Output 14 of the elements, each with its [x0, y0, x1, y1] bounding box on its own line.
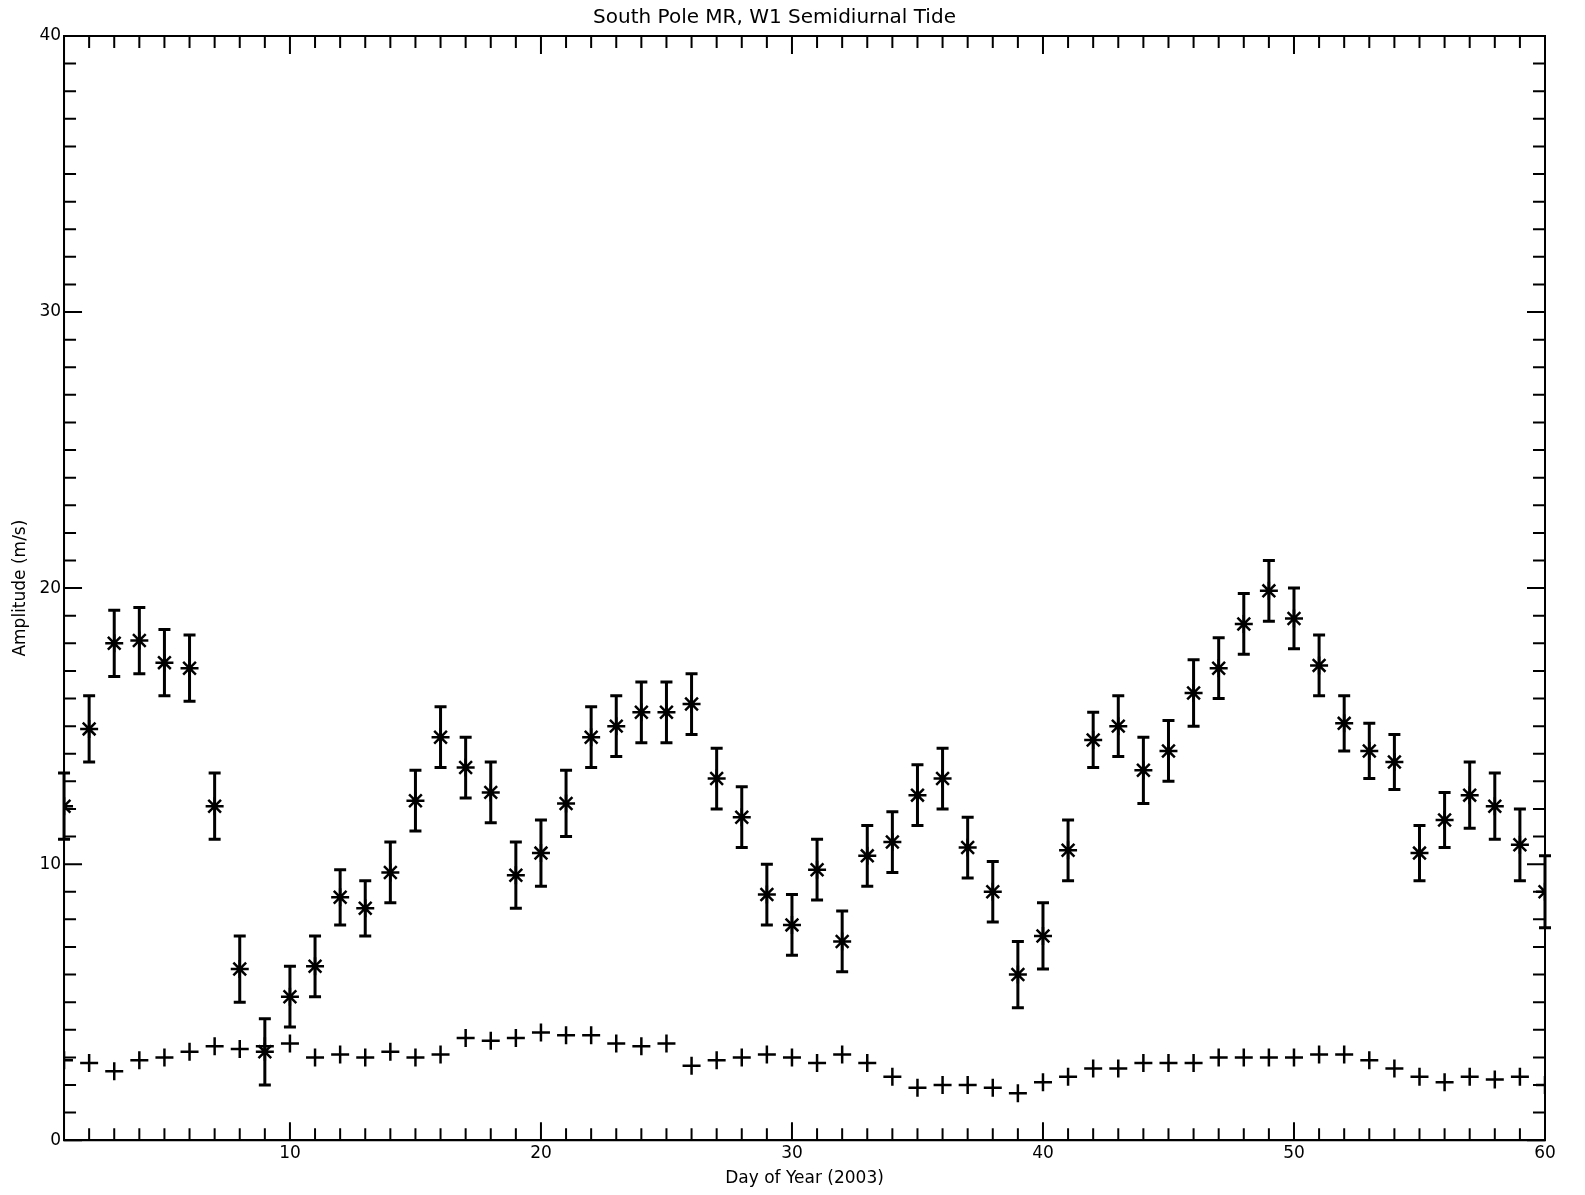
x-tick-label: 10: [279, 1141, 301, 1162]
chart-title: South Pole MR, W1 Semidiurnal Tide: [593, 4, 956, 29]
y-tick-label: 40: [39, 24, 62, 45]
x-tick-label: 30: [781, 1141, 803, 1162]
x-tick-label: 40: [1032, 1141, 1054, 1162]
x-tick-label: 20: [530, 1141, 552, 1162]
x-tick-label: 50: [1283, 1141, 1305, 1162]
x-tick-label: 60: [1534, 1141, 1556, 1162]
y-tick-label: 0: [50, 1128, 62, 1149]
y-tick-label: 30: [39, 300, 62, 321]
y-axis-title: Amplitude (m/s): [8, 519, 29, 657]
y-tick-label: 20: [39, 576, 62, 597]
x-axis-title: Day of Year (2003): [725, 1167, 884, 1188]
y-tick-label: 10: [39, 852, 62, 873]
